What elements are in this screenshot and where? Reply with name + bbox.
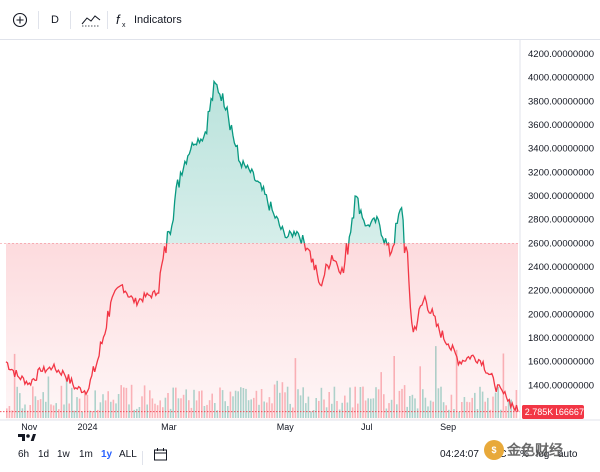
price-tick-label: 3400.00000000 bbox=[528, 144, 594, 155]
price-chart[interactable]: 4200.00000000 4000.00000000 3800.00000000 3… bbox=[0, 40, 600, 446]
volume-label: 2.785K bbox=[524, 407, 554, 417]
function-icon: f x bbox=[116, 12, 126, 28]
price-tick-label: 2200.00000000 bbox=[528, 286, 594, 297]
price-axis[interactable]: 4200.00000000 4000.00000000 3800.00000000 3… bbox=[528, 49, 594, 391]
toolbar-divider bbox=[107, 11, 108, 29]
below-baseline-area bbox=[6, 243, 518, 420]
price-tick-label: 1800.00000000 bbox=[528, 333, 594, 344]
time-tick-label: 2024 bbox=[77, 422, 97, 432]
percent-toggle[interactable]: % bbox=[520, 449, 529, 460]
range-1w-button[interactable]: 1w bbox=[57, 449, 70, 460]
price-tick-label: 2800.00000000 bbox=[528, 215, 594, 226]
calendar-goto-icon[interactable] bbox=[153, 447, 168, 462]
price-tick-label: 3000.00000000 bbox=[528, 191, 594, 202]
price-tick-label: 2600.00000000 bbox=[528, 238, 594, 249]
range-1y-button[interactable]: 1y bbox=[101, 449, 113, 460]
price-line-down bbox=[5, 243, 519, 412]
toolbar-divider bbox=[38, 11, 39, 29]
auto-toggle[interactable]: auto bbox=[558, 449, 578, 460]
bottom-divider bbox=[142, 451, 143, 465]
indicators-label: Indicators bbox=[134, 14, 182, 26]
time-tick-label: Nov bbox=[21, 422, 38, 432]
time-tick-label: Sep bbox=[440, 422, 456, 432]
volume-tag: 2.785K bbox=[522, 405, 556, 419]
watermark: $ 金色财经 bbox=[484, 440, 563, 460]
interval-label: D bbox=[51, 14, 59, 26]
plus-circle-icon bbox=[12, 12, 28, 28]
chart-toolbar: D f x Indicators bbox=[0, 0, 600, 40]
price-tick-label: 3800.00000000 bbox=[528, 96, 594, 107]
price-line-up bbox=[166, 79, 405, 244]
above-baseline-area bbox=[166, 81, 405, 244]
price-tick-label: 3600.00000000 bbox=[528, 120, 594, 131]
range-all-button[interactable]: ALL bbox=[119, 449, 137, 460]
price-tick-label: 3200.00000000 bbox=[528, 167, 594, 178]
svg-text:f: f bbox=[116, 12, 121, 27]
chart-canvas: 4200.00000000 4000.00000000 3800.00000000 3… bbox=[0, 40, 600, 432]
interval-button[interactable]: D bbox=[51, 7, 59, 33]
toolbar-divider bbox=[70, 11, 71, 29]
chart-type-button[interactable] bbox=[80, 7, 102, 33]
price-tick-label: 4000.00000000 bbox=[528, 73, 594, 84]
range-6h-button[interactable]: 6h bbox=[18, 449, 30, 460]
time-tick-label: May bbox=[277, 422, 295, 432]
price-area bbox=[6, 81, 518, 420]
watermark-text: 金色财经 bbox=[507, 442, 563, 458]
price-tick-label: 1400.00000000 bbox=[528, 380, 594, 391]
time-tick-label: Mar bbox=[161, 422, 177, 432]
compare-symbol-button[interactable] bbox=[12, 7, 28, 33]
watermark-logo-icon: $ bbox=[484, 440, 504, 460]
time-axis[interactable]: Nov 2024 Mar May Jul Sep bbox=[21, 422, 456, 432]
indicators-button[interactable]: f x Indicators bbox=[116, 7, 182, 33]
svg-text:x: x bbox=[122, 22, 126, 28]
price-line bbox=[5, 79, 519, 412]
clock-label[interactable]: 04:24:07 bbox=[440, 449, 479, 460]
price-tick-label: 2400.00000000 bbox=[528, 262, 594, 273]
price-tick-label: 2000.00000000 bbox=[528, 309, 594, 320]
range-1d-button[interactable]: 1d bbox=[38, 449, 50, 460]
range-1m-button[interactable]: 1m bbox=[79, 449, 93, 460]
log-toggle[interactable]: log bbox=[536, 449, 550, 460]
price-tick-label: 4200.00000000 bbox=[528, 49, 594, 60]
time-tick-label: Jul bbox=[361, 422, 373, 432]
line-chart-icon bbox=[81, 15, 101, 27]
price-tick-label: 1600.00000000 bbox=[528, 357, 594, 368]
